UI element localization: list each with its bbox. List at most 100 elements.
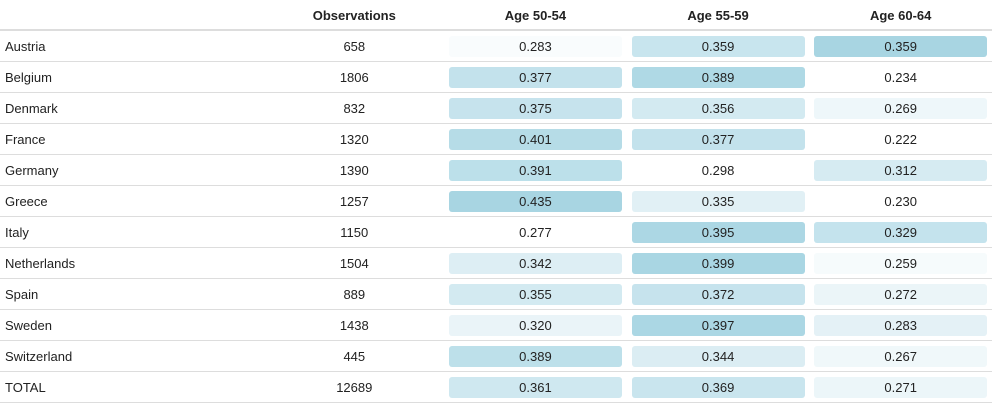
- table-row: Greece 1257 0.435 0.335 0.230: [0, 186, 992, 217]
- table-body: Austria 658 0.283 0.359 0.359 Belgium 18…: [0, 31, 992, 403]
- value-pill: 0.234: [814, 66, 988, 88]
- value-pill: 0.329: [814, 221, 988, 243]
- country-cell: Germany: [5, 162, 59, 178]
- age-50-54-cell: 0.342: [444, 252, 627, 274]
- age-55-59-cell: 0.344: [627, 345, 810, 367]
- value-pill: 0.271: [814, 376, 988, 398]
- observations-cell: 1806: [339, 69, 369, 85]
- table-row: France 1320 0.401 0.377 0.222: [0, 124, 992, 155]
- value-pill: 0.375: [448, 97, 622, 119]
- country-cell: Sweden: [5, 317, 52, 333]
- value-pill: 0.397: [631, 314, 805, 336]
- age-50-54-cell: 0.377: [444, 66, 627, 88]
- value-pill: 0.283: [814, 314, 988, 336]
- value-pill: 0.222: [814, 128, 988, 150]
- header-observations: Observations: [312, 8, 396, 23]
- header-age-50-54: Age 50-54: [504, 8, 567, 23]
- value-pill: 0.389: [448, 345, 622, 367]
- observations-cell: 12689: [336, 379, 373, 395]
- header-age-55-59: Age 55-59: [687, 8, 749, 23]
- age-55-59-cell: 0.389: [627, 66, 810, 88]
- observations-cell: 1504: [339, 255, 369, 271]
- age-60-64-cell: 0.269: [809, 97, 992, 119]
- table-row: Sweden 1438 0.320 0.397 0.283: [0, 310, 992, 341]
- age-55-59-cell: 0.377: [627, 128, 810, 150]
- age-60-64-cell: 0.234: [809, 66, 992, 88]
- value-pill: 0.356: [631, 97, 805, 119]
- observations-cell: 1320: [339, 131, 369, 147]
- age-50-54-cell: 0.391: [444, 159, 627, 181]
- value-pill: 0.401: [448, 128, 622, 150]
- value-pill: 0.298: [631, 159, 805, 181]
- country-cell: Spain: [5, 286, 39, 302]
- value-pill: 0.230: [814, 190, 988, 212]
- value-pill: 0.395: [631, 221, 805, 243]
- observations-cell: 445: [343, 348, 366, 364]
- value-pill: 0.377: [631, 128, 805, 150]
- country-cell: France: [5, 131, 46, 147]
- age-55-59-cell: 0.397: [627, 314, 810, 336]
- value-pill: 0.344: [631, 345, 805, 367]
- value-pill: 0.269: [814, 97, 988, 119]
- value-pill: 0.359: [631, 35, 805, 57]
- age-55-59-cell: 0.395: [627, 221, 810, 243]
- country-cell: Italy: [5, 224, 29, 240]
- observations-cell: 1150: [340, 224, 369, 240]
- table-row: Spain 889 0.355 0.372 0.272: [0, 279, 992, 310]
- table-row: Germany 1390 0.391 0.298 0.312: [0, 155, 992, 186]
- age-60-64-cell: 0.222: [809, 128, 992, 150]
- age-55-59-cell: 0.356: [627, 97, 810, 119]
- age-55-59-cell: 0.399: [627, 252, 810, 274]
- value-pill: 0.267: [814, 345, 988, 367]
- table-row: Netherlands 1504 0.342 0.399 0.259: [0, 248, 992, 279]
- country-cell: Belgium: [5, 69, 52, 85]
- age-55-59-cell: 0.372: [627, 283, 810, 305]
- country-cell: Denmark: [5, 100, 58, 116]
- observations-cell: 1257: [339, 193, 369, 209]
- value-pill: 0.399: [631, 252, 805, 274]
- observations-cell: 1438: [339, 317, 369, 333]
- age-50-54-cell: 0.355: [444, 283, 627, 305]
- country-cell: Netherlands: [5, 255, 76, 271]
- value-pill: 0.312: [814, 159, 988, 181]
- value-pill: 0.435: [448, 190, 622, 212]
- observations-cell: 832: [343, 100, 366, 116]
- value-pill: 0.361: [448, 376, 622, 398]
- age-55-59-cell: 0.335: [627, 190, 810, 212]
- value-pill: 0.372: [631, 283, 805, 305]
- observations-cell: 1390: [339, 162, 369, 178]
- value-pill: 0.283: [448, 35, 622, 57]
- country-cell: TOTAL: [5, 379, 46, 395]
- age-60-64-cell: 0.259: [809, 252, 992, 274]
- value-pill: 0.391: [448, 159, 622, 181]
- age-60-64-cell: 0.359: [809, 35, 992, 57]
- header-country: [0, 0, 264, 8]
- table-row: Italy 1150 0.277 0.395 0.329: [0, 217, 992, 248]
- age-55-59-cell: 0.369: [627, 376, 810, 398]
- age-50-54-cell: 0.435: [444, 190, 627, 212]
- value-pill: 0.342: [448, 252, 622, 274]
- age-60-64-cell: 0.283: [809, 314, 992, 336]
- value-pill: 0.389: [631, 66, 805, 88]
- observations-cell: 658: [343, 38, 366, 54]
- table-row: Switzerland 445 0.389 0.344 0.267: [0, 341, 992, 372]
- age-50-54-cell: 0.389: [444, 345, 627, 367]
- age-60-64-cell: 0.312: [809, 159, 992, 181]
- value-pill: 0.335: [631, 190, 805, 212]
- age-50-54-cell: 0.375: [444, 97, 627, 119]
- age-60-64-cell: 0.329: [809, 221, 992, 243]
- age-60-64-cell: 0.271: [809, 376, 992, 398]
- age-60-64-cell: 0.267: [809, 345, 992, 367]
- value-pill: 0.259: [814, 252, 988, 274]
- value-pill: 0.377: [448, 66, 622, 88]
- age-60-64-cell: 0.230: [809, 190, 992, 212]
- age-50-54-cell: 0.361: [444, 376, 627, 398]
- table-row: TOTAL 12689 0.361 0.369 0.271: [0, 372, 992, 403]
- value-pill: 0.272: [814, 283, 988, 305]
- country-cell: Greece: [5, 193, 48, 209]
- value-pill: 0.369: [631, 376, 805, 398]
- table-row: Denmark 832 0.375 0.356 0.269: [0, 93, 992, 124]
- table-header: Observations Age 50-54 Age 55-59 Age 60-…: [0, 0, 992, 31]
- age-50-54-cell: 0.320: [444, 314, 627, 336]
